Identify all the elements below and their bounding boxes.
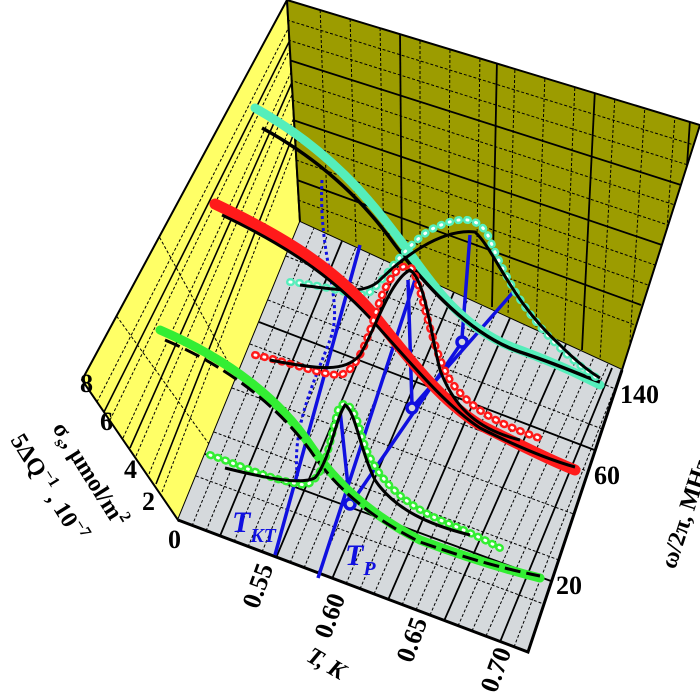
x-tick-0.60: 0.60 — [308, 589, 351, 642]
series-20mhz — [155, 325, 545, 583]
svg-text:TKT: TKT — [232, 506, 277, 547]
tp-annotation: TP — [345, 539, 376, 580]
series-60mhz — [209, 198, 581, 476]
x-axis-title: T, K — [302, 643, 352, 687]
svg-text:TP: TP — [345, 539, 376, 580]
z-tick-0: 0 — [168, 525, 181, 554]
x-tick-0.70: 0.70 — [474, 643, 517, 696]
z-tick-4: 4 — [124, 455, 137, 484]
z-tick-6: 6 — [100, 407, 113, 436]
y-tick-20: 20 — [556, 571, 582, 600]
z-tick-2: 2 — [142, 487, 155, 516]
y-tick-60: 60 — [594, 461, 620, 490]
y-tick-140: 140 — [620, 380, 659, 409]
z-tick-8: 8 — [80, 369, 93, 398]
tkt-annotation: TKT — [232, 506, 277, 547]
x-tick-0.55: 0.55 — [236, 559, 279, 612]
y-axis-title: ω/2π, MHz — [656, 456, 700, 572]
x-tick-0.65: 0.65 — [390, 613, 433, 666]
